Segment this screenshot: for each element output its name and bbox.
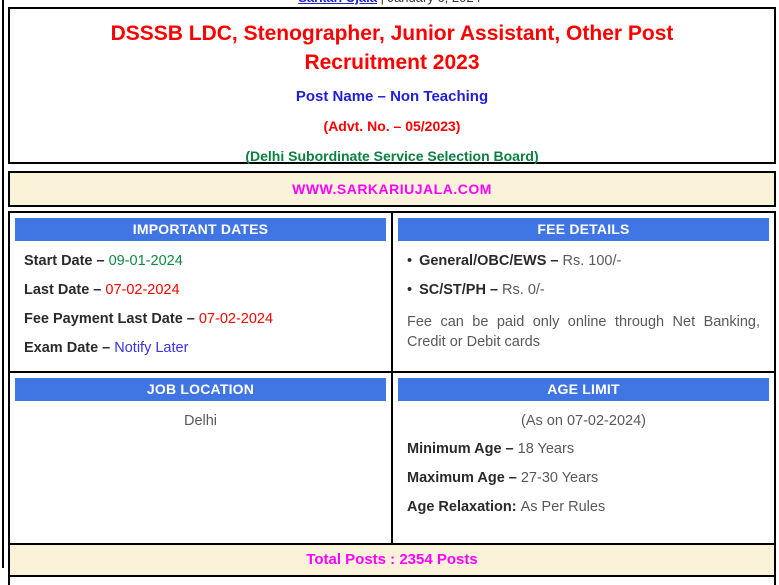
dates-fee-row: IMPORTANT DATES Start Date –09-01-2024 L… [8, 211, 776, 373]
maximum-age-item: Maximum Age –27-30 Years [407, 470, 760, 487]
maximum-age-value: 27-30 Years [520, 470, 599, 486]
details-table: IMPORTANT DATES Start Date –09-01-2024 L… [8, 211, 776, 577]
last-date-value: 07-02-2024 [105, 282, 180, 298]
age-relaxation-item: Age Relaxation: As Per Rules [407, 499, 760, 516]
top-bar-date: | January 6, 2024 [377, 0, 481, 5]
page-left-border [2, 0, 4, 568]
fee-details-cell: FEE DETAILS • General/OBC/EWS – Rs. 100/- … [391, 211, 776, 373]
fee-payment-date-value: 07-02-2024 [198, 311, 274, 327]
fee-scstph-value: Rs. 0/- [502, 282, 545, 298]
sarkari-ujala-link[interactable]: Sarkari Ujala [298, 0, 377, 5]
main-content: DSSSB LDC, Stenographer, Junior Assistan… [8, 7, 776, 585]
maximum-age-label: Maximum Age – [407, 470, 517, 486]
start-date-label: Start Date – [24, 253, 105, 269]
age-as-on-date: (As on 07-02-2024) [521, 413, 646, 429]
job-location-cell: JOB LOCATION Delhi [8, 371, 393, 545]
page-title-line1: DSSSB LDC, Stenographer, Junior Assistan… [110, 22, 674, 45]
start-date-value: 09-01-2024 [108, 253, 183, 269]
header-box: DSSSB LDC, Stenographer, Junior Assistan… [8, 7, 776, 164]
page-title: DSSSB LDC, Stenographer, Junior Assistan… [38, 19, 746, 77]
age-relaxation-label: Age Relaxation: [407, 499, 517, 515]
age-limit-header: AGE LIMIT [398, 378, 769, 401]
fee-scstph-label: SC/ST/PH – [419, 282, 499, 298]
advertisement-number: (Advt. No. – 05/2023) [323, 118, 461, 134]
minimum-age-label: Minimum Age – [407, 441, 514, 457]
board-name: (Delhi Subordinate Service Selection Boa… [245, 148, 539, 164]
exam-date-label: Exam Date – [24, 340, 111, 356]
total-posts-row: Total Posts : 2354 Posts [8, 543, 776, 577]
minimum-age-item: Minimum Age –18 Years [407, 441, 760, 458]
age-relaxation-value: As Per Rules [520, 499, 606, 515]
next-section-partial [8, 577, 776, 585]
exam-date-value: Notify Later [114, 340, 189, 356]
fee-payment-date-label: Fee Payment Last Date – [24, 311, 195, 327]
fee-details-header: FEE DETAILS [398, 218, 769, 241]
fee-payment-date-item: Fee Payment Last Date –07-02-2024 [24, 311, 377, 328]
bullet-icon: • [407, 253, 413, 269]
fee-general-label: General/OBC/EWS – [419, 253, 559, 269]
fee-payment-note: Fee can be paid only online through Net … [407, 314, 760, 350]
age-limit-cell: AGE LIMIT (As on 07-02-2024) Minimum Age… [391, 371, 776, 545]
total-posts-banner: Total Posts : 2354 Posts [8, 543, 776, 577]
important-dates-cell: IMPORTANT DATES Start Date –09-01-2024 L… [8, 211, 393, 373]
fee-scstph-item: • SC/ST/PH – Rs. 0/- [407, 282, 760, 299]
job-location-header: JOB LOCATION [15, 378, 386, 401]
fee-general-item: • General/OBC/EWS – Rs. 100/- [407, 253, 760, 270]
bullet-icon: • [407, 282, 413, 298]
start-date-item: Start Date –09-01-2024 [24, 253, 377, 270]
page-title-line2: Recruitment 2023 [304, 51, 480, 74]
location-age-row: JOB LOCATION Delhi AGE LIMIT (As on 07-0… [8, 371, 776, 545]
job-location-value: Delhi [183, 413, 218, 429]
important-dates-header: IMPORTANT DATES [15, 218, 386, 241]
top-bar: Sarkari Ujala | January 6, 2024 [0, 0, 779, 7]
minimum-age-value: 18 Years [517, 441, 575, 457]
post-name: Post Name – Non Teaching [295, 88, 489, 105]
last-date-item: Last Date –07-02-2024 [24, 282, 377, 299]
fee-general-value: Rs. 100/- [562, 253, 622, 269]
top-bar-text: Sarkari Ujala | January 6, 2024 [0, 0, 779, 6]
website-banner: WWW.SARKARIUJALA.COM [8, 171, 776, 207]
exam-date-item: Exam Date – Notify Later [24, 340, 377, 357]
last-date-label: Last Date – [24, 282, 102, 298]
